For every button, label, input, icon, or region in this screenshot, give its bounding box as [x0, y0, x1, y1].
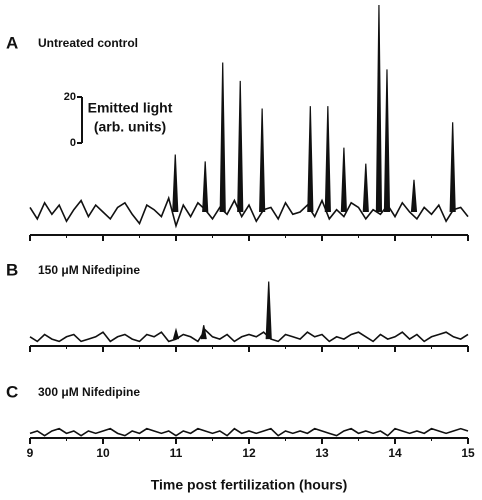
x-tick-label: 11 [170, 446, 183, 460]
spike [237, 80, 244, 213]
trace [29, 427, 469, 437]
panel-title: 150 μM Nifedipine [38, 263, 140, 277]
scale-tick-label: 0 [70, 137, 76, 149]
x-tick-label: 10 [96, 446, 110, 460]
spike [340, 147, 347, 213]
spike [219, 62, 226, 213]
x-tick-label: 12 [242, 446, 256, 460]
x-tick-label: 14 [388, 446, 402, 460]
spike [172, 154, 179, 213]
trace [29, 195, 469, 229]
x-tick-label: 9 [27, 446, 34, 460]
spike [265, 281, 272, 340]
spike [449, 122, 456, 213]
panel-title: 300 μM Nifedipine [38, 385, 140, 399]
panel-letter: C [6, 382, 18, 401]
scale-label: Emitted light [88, 100, 173, 116]
spike [362, 163, 369, 213]
spike [307, 106, 314, 213]
scale-label: (arb. units) [94, 119, 166, 135]
trace [29, 328, 469, 343]
x-tick-label: 13 [315, 446, 329, 460]
x-tick-label: 15 [461, 446, 475, 460]
spike [324, 106, 331, 213]
spike [383, 69, 391, 213]
spike [259, 108, 266, 213]
panel-letter: B [6, 260, 18, 279]
spike [200, 325, 207, 340]
panel-letter: A [6, 33, 18, 52]
spike [375, 4, 383, 213]
spike [202, 161, 209, 213]
x-axis-label: Time post fertilization (hours) [151, 477, 348, 493]
panel-title: Untreated control [38, 36, 138, 50]
spike [410, 179, 418, 213]
spike [172, 327, 180, 340]
scale-tick-label: 20 [64, 91, 76, 103]
